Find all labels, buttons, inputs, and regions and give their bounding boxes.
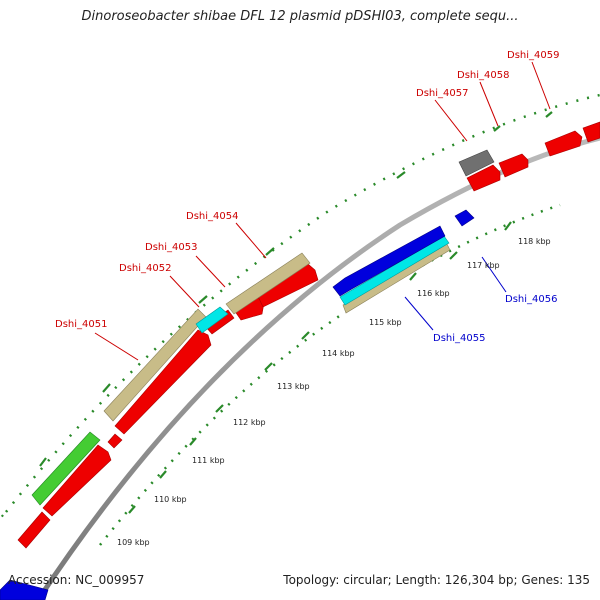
inner-tick-major — [215, 404, 224, 413]
backbone-arc — [35, 135, 600, 600]
tick-label: 116 kbp — [417, 289, 450, 298]
outer-tick-major — [39, 457, 47, 467]
accession-text: Accession: NC_009957 — [8, 573, 145, 587]
inner-tick-major — [409, 272, 417, 281]
gene-label-dshi-4051[interactable]: Dshi_4051 — [55, 319, 107, 330]
inner-tick-major — [504, 221, 512, 231]
pseudo-feature[interactable] — [458, 149, 495, 177]
tick-label: 118 kbp — [518, 237, 551, 246]
gene-label-dshi-4053[interactable]: Dshi_4053 — [145, 242, 197, 253]
tick-labels: 109 kbp 110 kbp 111 kbp 112 kbp 113 kbp … — [117, 237, 551, 547]
outer-tick-major — [396, 171, 406, 179]
outer-tick-major — [198, 295, 208, 304]
outer-tick-major — [493, 125, 501, 132]
tick-label: 111 kbp — [192, 456, 225, 465]
gene-label-dshi-4057[interactable]: Dshi_4057 — [416, 88, 468, 99]
gene-feature[interactable] — [544, 130, 583, 157]
misc-feature[interactable] — [31, 431, 101, 506]
tick-label: 109 kbp — [117, 538, 150, 547]
inner-tick-major — [264, 362, 273, 371]
gene-feature[interactable] — [582, 121, 600, 143]
tick-label: 110 kbp — [154, 495, 187, 504]
reverse-features — [0, 209, 475, 600]
gene-label-dshi-4052[interactable]: Dshi_4052 — [119, 263, 171, 274]
gene-feature[interactable] — [332, 225, 446, 297]
gene-feature[interactable] — [107, 433, 123, 449]
inner-tick-major — [189, 437, 197, 446]
summary-text: Topology: circular; Length: 126,304 bp; … — [283, 573, 590, 587]
inner-tick-major — [301, 331, 310, 340]
inner-tick-major — [159, 470, 167, 479]
gene-label-dshi-4056[interactable]: Dshi_4056 — [505, 294, 557, 305]
outer-tick-major — [102, 383, 111, 393]
gene-label-dshi-4058[interactable]: Dshi_4058 — [457, 70, 509, 81]
gene-feature[interactable] — [42, 444, 112, 517]
tick-label: 117 kbp — [467, 261, 500, 270]
gene-feature[interactable] — [17, 511, 51, 549]
rna-feature[interactable] — [195, 306, 229, 334]
gene-feature[interactable] — [454, 209, 475, 227]
gene-feature[interactable] — [466, 164, 501, 192]
outer-tick-major — [265, 247, 275, 256]
cds-outline[interactable] — [225, 252, 311, 315]
gene-feature[interactable] — [0, 579, 49, 600]
tick-label: 115 kbp — [369, 318, 402, 327]
outer-tick-ring — [0, 93, 600, 521]
gene-labels: Dshi_4051 Dshi_4052 Dshi_4053 Dshi_4054 … — [55, 50, 559, 344]
inner-tick-major — [128, 505, 136, 514]
inner-tick-major — [449, 251, 458, 260]
forward-features — [17, 121, 600, 549]
inner-tick-ring — [99, 203, 561, 546]
gene-label-dshi-4055[interactable]: Dshi_4055 — [433, 333, 485, 344]
gene-feature[interactable] — [498, 153, 529, 178]
gene-label-dshi-4054[interactable]: Dshi_4054 — [186, 211, 238, 222]
tick-label: 114 kbp — [322, 349, 355, 358]
label-leaders — [94, 61, 551, 361]
map-title: Dinoroseobacter shibae DFL 12 plasmid pD… — [81, 9, 519, 24]
tick-label: 113 kbp — [277, 382, 310, 391]
tick-label: 112 kbp — [233, 418, 266, 427]
gene-label-dshi-4059[interactable]: Dshi_4059 — [507, 50, 559, 61]
outer-tick-major — [545, 111, 553, 118]
gene-feature[interactable] — [114, 329, 212, 435]
